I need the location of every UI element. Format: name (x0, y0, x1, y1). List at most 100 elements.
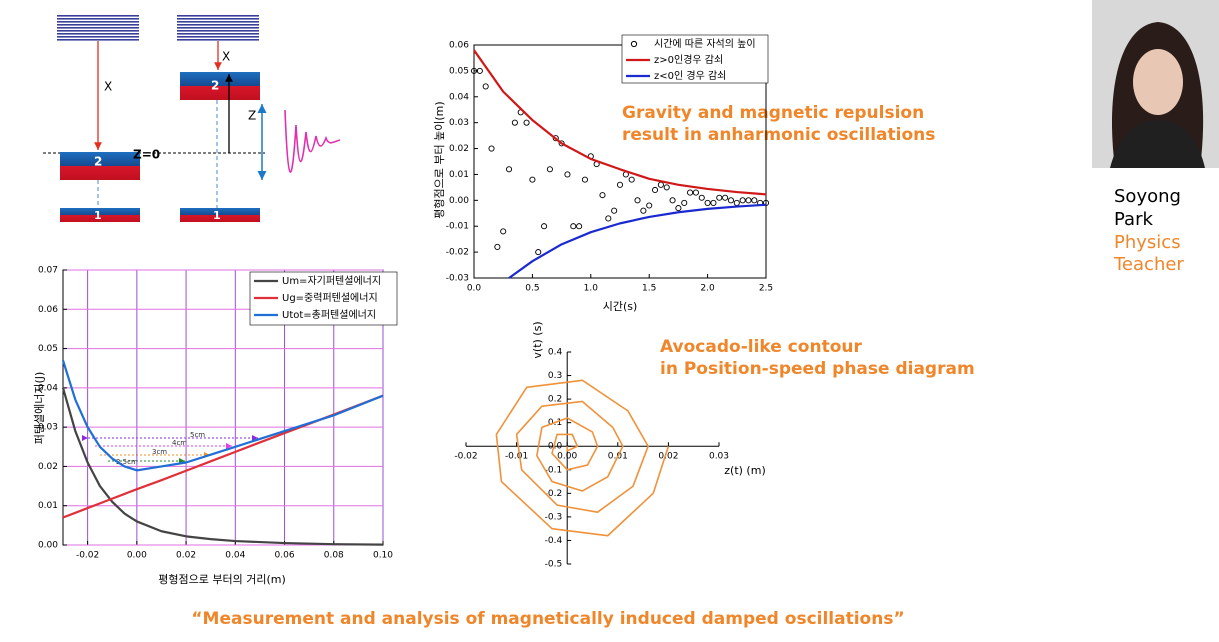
y-tick-label: -0.03 (446, 274, 469, 284)
x-tick-label: 0.03 (709, 452, 729, 462)
y-tick-label: 0.03 (38, 423, 58, 433)
data-point (482, 83, 489, 90)
series-line (61, 387, 384, 546)
caption: in Position-speed phase diagram (660, 359, 975, 379)
caption: Avocado-like contour (660, 337, 862, 357)
magnet-label: 1 (213, 209, 221, 222)
data-point (722, 194, 729, 201)
x-tick-label: 0.08 (324, 551, 344, 561)
data-point (529, 176, 536, 183)
magnet-diagram: X X Z=0 Z 2 1 2 1 (43, 15, 341, 222)
caption: result in anharmonic oscillations (622, 125, 935, 145)
series-line (495, 379, 670, 537)
data-point (640, 207, 647, 214)
magnet-label: 2 (94, 155, 102, 169)
y-tick-label: 0.00 (38, 541, 58, 551)
data-point (663, 184, 670, 191)
y-axis-label: v(t) (s) (531, 321, 544, 358)
legend-label: Utot=총퍼텐셜에너지 (282, 309, 376, 321)
y-tick-label: -0.1 (545, 465, 563, 475)
x-axis-label: 시간(s) (603, 300, 638, 313)
x-tick-label: 1.5 (642, 284, 656, 294)
magnet-label: 2 (211, 79, 219, 93)
clothes (1110, 120, 1205, 168)
data-point (675, 205, 682, 212)
data-point (628, 176, 635, 183)
y-tick-label: 0.02 (449, 144, 469, 154)
y-tick-label: 0.3 (548, 371, 562, 381)
plate (57, 15, 139, 41)
y-tick-label: 0.03 (449, 118, 469, 128)
x-tick-label: -0.02 (454, 452, 477, 462)
data-point (739, 197, 746, 204)
y-axis-label: 평형점으로 부터 높이(m) (433, 101, 446, 218)
data-point (616, 181, 624, 188)
x-tick-label: 0.06 (275, 551, 295, 561)
series-line (62, 394, 384, 519)
series-line (61, 360, 384, 472)
person-role: Physics (1114, 232, 1181, 253)
y-tick-label: 0.2 (548, 395, 562, 405)
y-tick-label: 0.04 (449, 92, 469, 102)
diagram-label: Z=0 (133, 148, 160, 162)
person-role: Teacher (1113, 254, 1184, 275)
plate (177, 15, 259, 41)
footer: “Measurement and analysis of magneticall… (191, 609, 904, 629)
data-point (535, 249, 542, 256)
data-point (558, 140, 565, 147)
magnet (60, 208, 140, 222)
data-point (704, 199, 711, 206)
x-tick-label: 0.10 (373, 551, 393, 561)
data-point (476, 67, 483, 74)
data-point (716, 194, 723, 201)
magnet (60, 152, 140, 180)
data-point (611, 207, 618, 214)
data-point (657, 181, 664, 188)
y-tick-label: 0.00 (449, 196, 469, 206)
x-tick-label: 0.02 (658, 452, 678, 462)
diagram-label: Z (248, 109, 256, 123)
plot-frame (473, 44, 767, 279)
data-point (698, 194, 705, 201)
data-point (541, 223, 548, 230)
data-point (681, 199, 688, 206)
y-tick-label: 0.04 (38, 383, 58, 393)
annotation: 2.5cm (116, 458, 138, 466)
magnet (180, 208, 260, 222)
data-point (552, 135, 559, 142)
magnet (180, 72, 260, 100)
legend-marker (630, 40, 638, 48)
data-point (581, 176, 589, 183)
y-tick-label: 0.01 (449, 170, 469, 180)
x-tick-label: 0.00 (557, 452, 577, 462)
photo (1092, 0, 1219, 168)
data-point (651, 186, 659, 194)
x-tick-label: 2.0 (700, 284, 715, 294)
legend-label: z<0인 경우 감쇠 (654, 69, 726, 82)
data-point (599, 192, 606, 199)
data-point (500, 228, 507, 235)
data-point (751, 197, 758, 204)
data-point (570, 223, 577, 230)
y-tick-label: -0.3 (545, 512, 563, 522)
series-line (508, 203, 767, 279)
y-tick-label: 0.05 (38, 344, 58, 354)
width-arrows: 5cm 4cm 3cm 2.5cm (82, 431, 258, 466)
x-tick-label: 1.0 (584, 284, 599, 294)
y-tick-label: 0.06 (449, 41, 469, 51)
data-point (687, 189, 694, 196)
x-tick-label: 0.0 (467, 284, 482, 294)
data-point (505, 166, 513, 173)
person-name: Park (1114, 209, 1153, 230)
x-tick-label: 0.5 (525, 284, 539, 294)
y-tick-label: -0.5 (545, 560, 563, 570)
legend-label: Um=자기퍼텐셜에너지 (282, 275, 381, 287)
y-tick-label: 0.06 (38, 305, 58, 315)
data-point (646, 202, 653, 209)
data-point (576, 223, 583, 230)
legend-label: z>0인경우 감쇠 (654, 53, 723, 66)
y-tick-label: 0.0 (548, 442, 563, 452)
damped-wave (284, 109, 341, 173)
